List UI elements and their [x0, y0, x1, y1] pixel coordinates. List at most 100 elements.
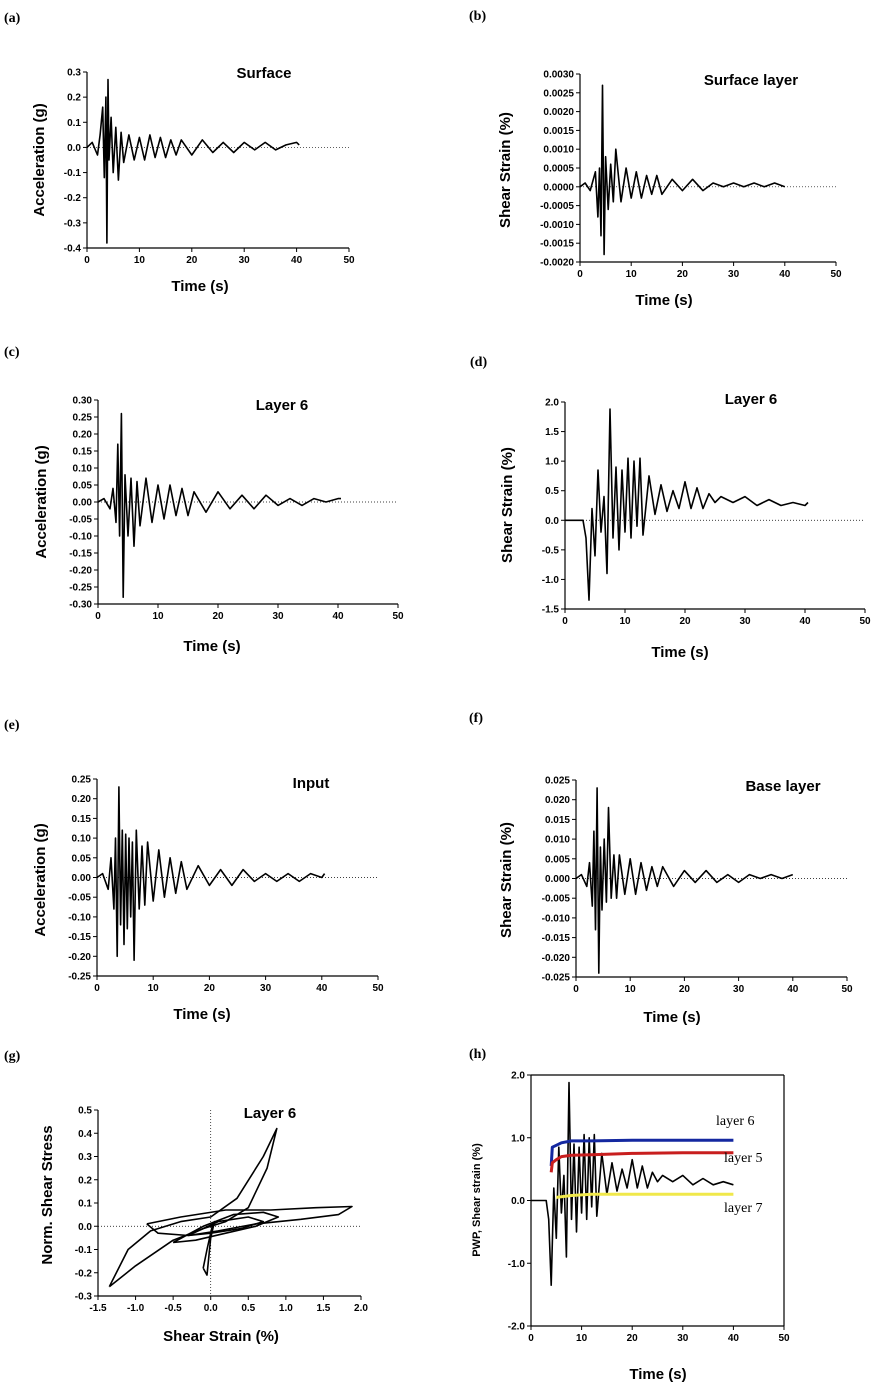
- x-tick-label: 40: [787, 984, 799, 995]
- y-tick-label: -1.0: [508, 1259, 526, 1270]
- y-tick-label: 0.0: [545, 516, 559, 527]
- y-tick-label: -0.0005: [540, 201, 574, 212]
- y-tick-label: -0.015: [542, 933, 571, 944]
- chart-title: Input: [293, 775, 330, 792]
- y-tick-label: 0.20: [72, 794, 92, 805]
- x-tick-label: 40: [799, 616, 811, 627]
- legend-label-layer-5: layer 5: [724, 1151, 762, 1166]
- y-tick-label: 0.020: [545, 795, 570, 806]
- panel-label: (e): [4, 718, 20, 733]
- y-tick-label: 0.10: [72, 834, 92, 845]
- y-tick-label: -0.2: [75, 1268, 93, 1279]
- x-tick-label: 10: [626, 269, 638, 280]
- y-tick-label: 0.5: [545, 486, 559, 497]
- x-axis-label: Time (s): [173, 1006, 230, 1023]
- y-tick-label: 0.30: [73, 396, 93, 407]
- y-tick-label: 0.025: [545, 776, 570, 787]
- x-tick-label: 2.0: [354, 1303, 368, 1314]
- y-tick-label: 1.5: [545, 427, 559, 438]
- y-axis-label: Acceleration (g): [32, 823, 49, 936]
- x-tick-label: 1.0: [279, 1303, 293, 1314]
- y-axis-label: Acceleration (g): [31, 103, 48, 216]
- y-axis-label: Shear Strain (%): [499, 447, 516, 563]
- x-tick-label: 50: [392, 611, 404, 622]
- x-tick-label: 10: [148, 983, 160, 994]
- y-tick-label: -0.0015: [540, 239, 574, 250]
- y-tick-label: -0.05: [69, 515, 92, 526]
- y-tick-label: 0.10: [73, 464, 93, 475]
- y-tick-label: -0.0010: [540, 220, 574, 231]
- chart-title: Layer 6: [256, 397, 309, 414]
- x-tick-label: 20: [186, 255, 198, 266]
- y-tick-label: -0.05: [68, 893, 91, 904]
- x-axis-label: Shear Strain (%): [163, 1328, 279, 1345]
- y-tick-label: -0.10: [69, 532, 92, 543]
- x-tick-label: 50: [343, 255, 355, 266]
- x-tick-label: 50: [859, 616, 871, 627]
- y-tick-label: 0.000: [545, 874, 570, 885]
- series-line-e-0: [96, 786, 326, 962]
- x-tick-label: 50: [372, 983, 384, 994]
- y-tick-label: 0.25: [72, 775, 92, 786]
- panel-label: (a): [4, 11, 21, 26]
- panel-label: (f): [469, 711, 483, 726]
- chart-panel-b: 0 10 20 30 40 50 -0.0020 -0.0015 -0.0010 -0.0005 0…: [469, 9, 842, 309]
- x-tick-label: 50: [841, 984, 853, 995]
- y-tick-label: -0.010: [542, 913, 571, 924]
- x-tick-label: -1.5: [89, 1303, 107, 1314]
- x-tick-label: 0.5: [241, 1303, 255, 1314]
- x-tick-label: 20: [679, 616, 691, 627]
- x-tick-label: 40: [316, 983, 328, 994]
- y-tick-label: 1.0: [545, 457, 559, 468]
- chart-title: Layer 6: [244, 1105, 297, 1122]
- panel-label: (g): [4, 1049, 21, 1064]
- chart-panel-a: 0 10 20 30 40 50 -0.4 -0.3 -0.2 -0.1 0.0 0.1 0.2 0.3 (…: [4, 11, 355, 295]
- x-tick-label: 50: [830, 269, 842, 280]
- y-tick-label: 0.0020: [543, 107, 574, 118]
- x-tick-label: 0: [84, 255, 90, 266]
- series-line-d-0: [565, 408, 809, 601]
- y-tick-label: -0.3: [64, 218, 82, 229]
- y-tick-label: 0.00: [72, 873, 92, 884]
- y-tick-label: 0.0015: [543, 126, 574, 137]
- y-tick-label: 0.00: [73, 498, 93, 509]
- y-axis-label: Shear Strain (%): [498, 822, 515, 938]
- y-tick-label: 0.010: [545, 835, 570, 846]
- x-tick-label: 50: [778, 1333, 790, 1344]
- x-tick-label: 10: [625, 984, 637, 995]
- series-line-g-2: [172, 1211, 280, 1244]
- series-line-g-0: [108, 1127, 278, 1288]
- x-tick-label: 40: [728, 1333, 740, 1344]
- y-axis-label: PWP, Shear strain (%): [471, 1143, 483, 1257]
- chart-title: Surface layer: [704, 72, 798, 89]
- x-tick-label: 0: [573, 984, 579, 995]
- x-tick-label: 40: [779, 269, 791, 280]
- x-tick-label: 30: [272, 611, 284, 622]
- x-tick-label: 0: [577, 269, 583, 280]
- y-tick-label: 0.1: [67, 118, 81, 129]
- x-tick-label: 30: [239, 255, 251, 266]
- y-axis-label: Norm. Shear Stress: [39, 1125, 56, 1264]
- y-tick-label: 0.0: [511, 1196, 525, 1207]
- y-tick-label: -0.20: [69, 566, 92, 577]
- panel-label: (d): [470, 355, 487, 370]
- y-tick-label: 0.2: [67, 93, 81, 104]
- series-line-a-0: [86, 78, 300, 244]
- x-tick-label: 10: [134, 255, 146, 266]
- y-tick-label: 0.5: [78, 1106, 92, 1117]
- y-tick-label: -0.15: [69, 549, 92, 560]
- y-tick-label: 2.0: [545, 398, 559, 409]
- y-tick-label: -0.20: [68, 952, 91, 963]
- y-tick-label: -0.0020: [540, 258, 574, 269]
- x-tick-label: 20: [204, 983, 216, 994]
- series-line-h-1: [549, 1138, 734, 1167]
- y-axis-label: Acceleration (g): [33, 445, 50, 558]
- series-line-g-1: [146, 1205, 353, 1237]
- y-tick-label: -2.0: [508, 1322, 526, 1333]
- chart-panel-g: -1.5 -1.0 -0.5 0.0 0.5 1.0 1.5 2.0 -0.3 -0.2 -0.1 0…: [4, 1049, 368, 1345]
- chart-title: Base layer: [745, 778, 820, 795]
- x-tick-label: 0: [528, 1333, 534, 1344]
- y-tick-label: 0.05: [72, 853, 92, 864]
- legend-label-layer-6: layer 6: [716, 1114, 754, 1129]
- y-tick-label: -0.1: [64, 168, 82, 179]
